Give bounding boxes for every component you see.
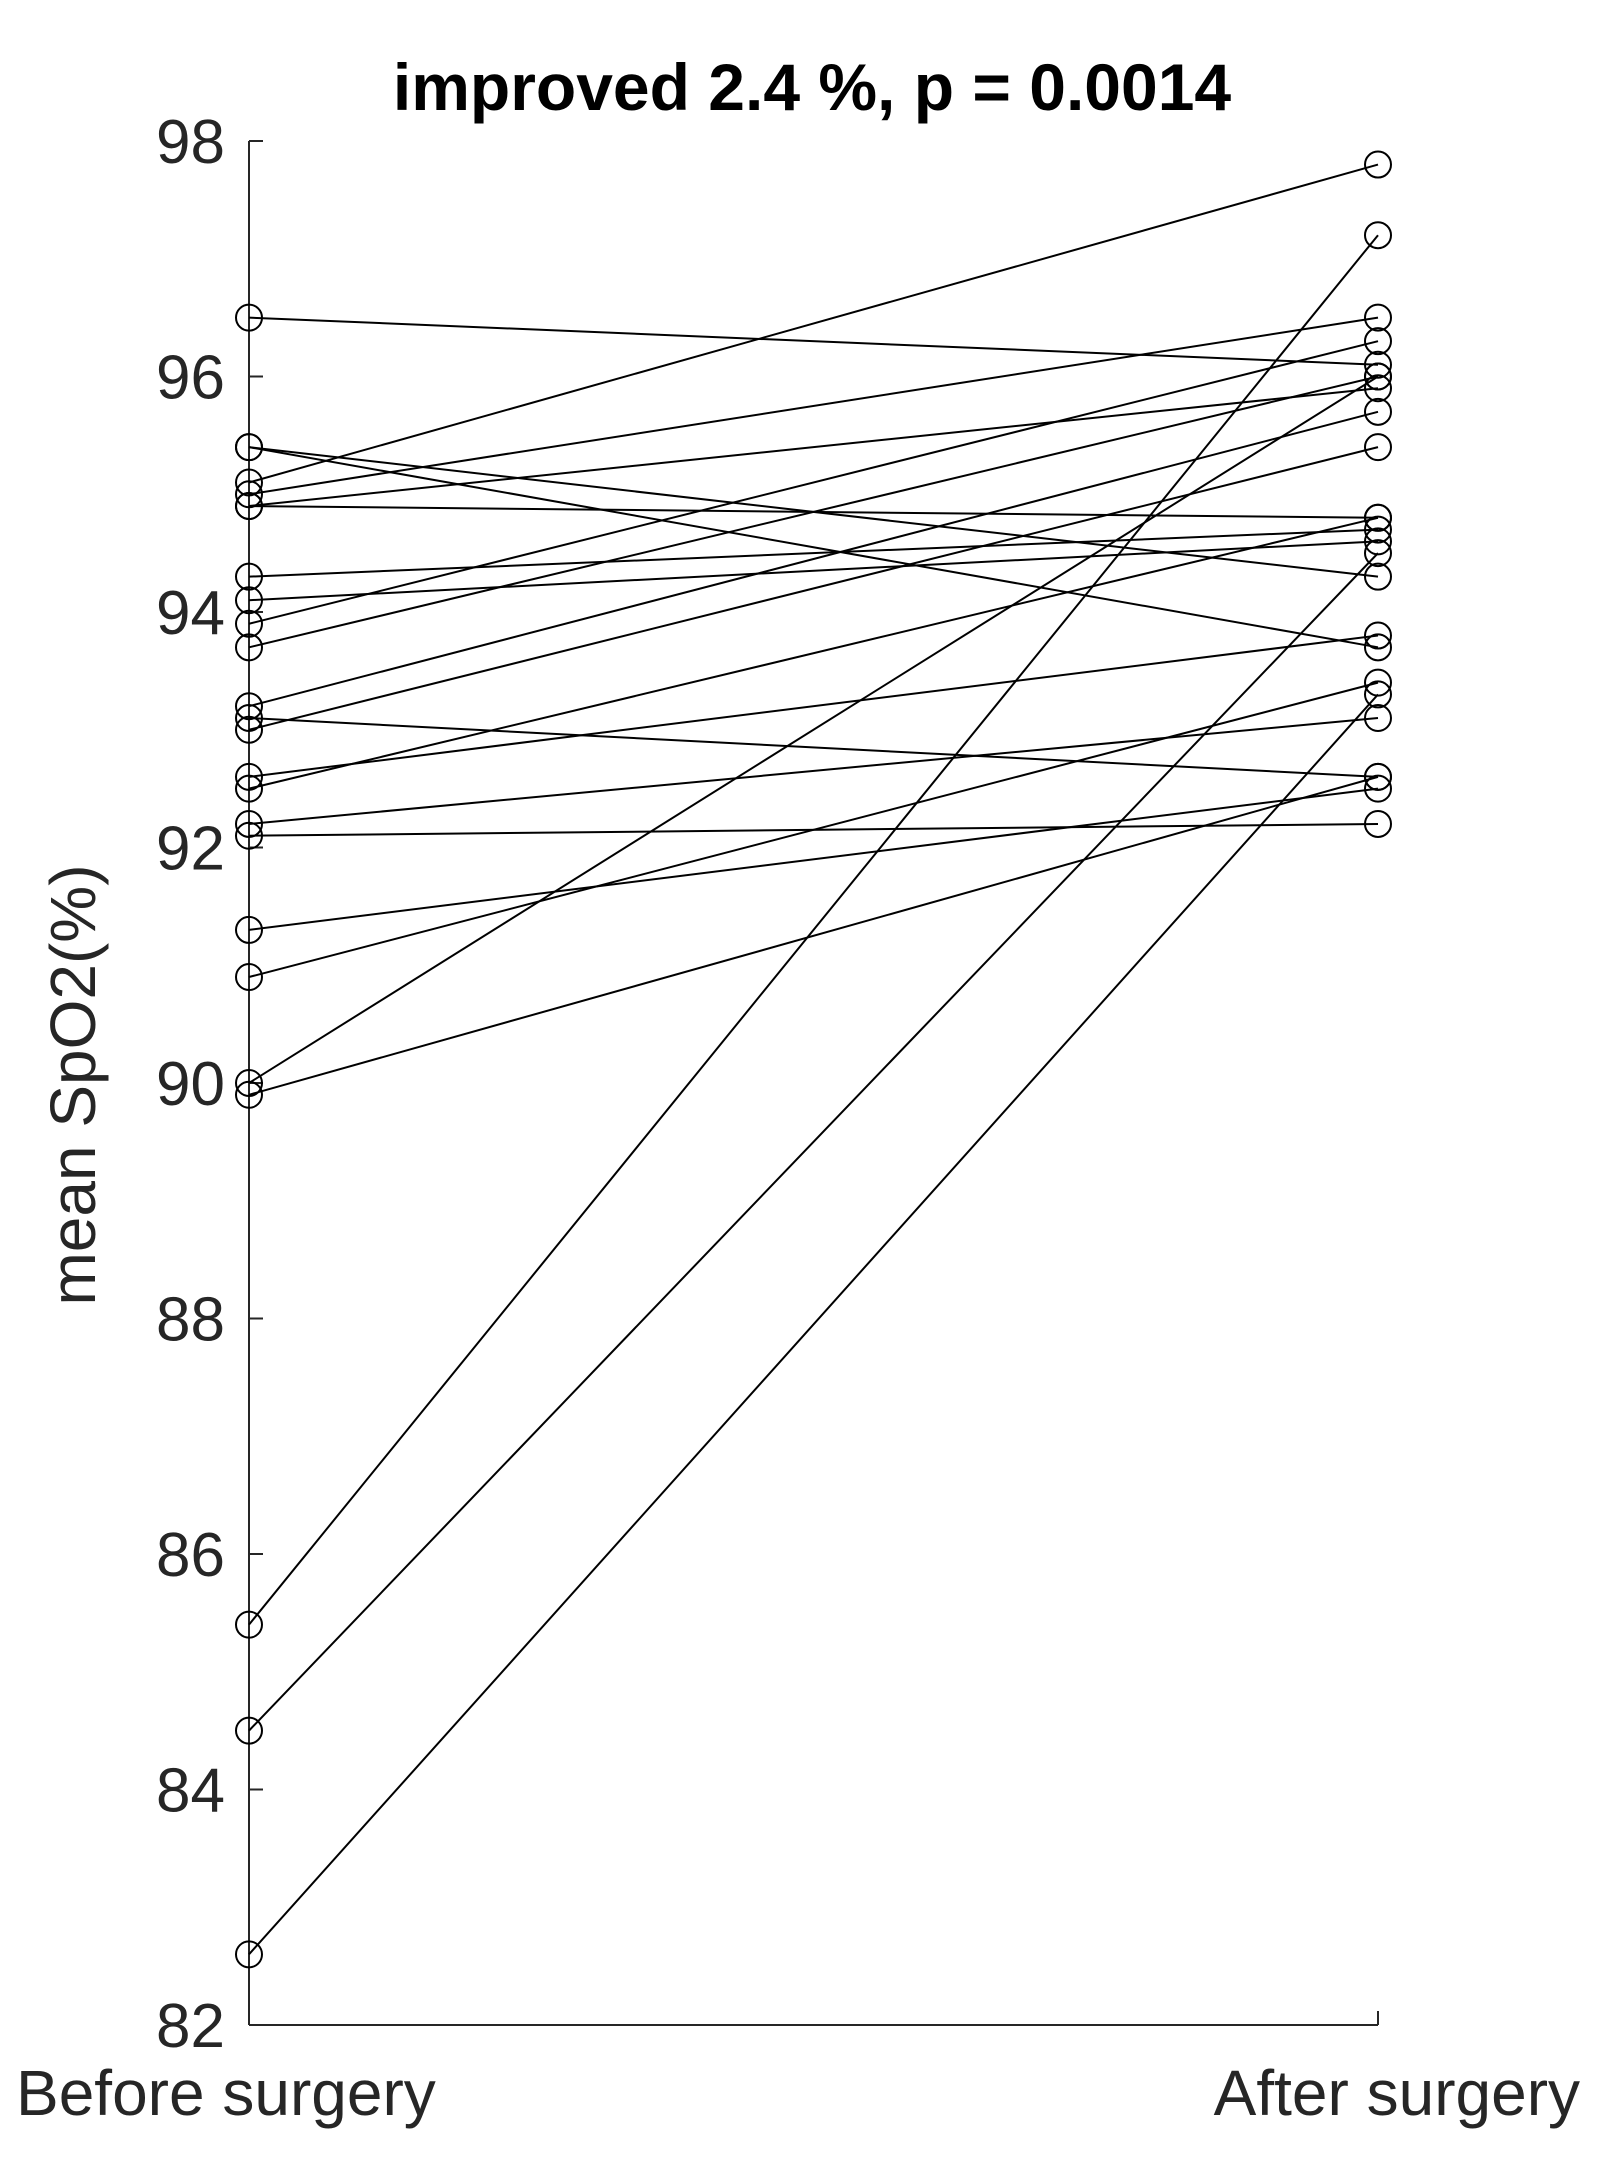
before-marker: [235, 963, 263, 992]
before-marker: [235, 915, 263, 944]
after-marker: [1364, 539, 1392, 568]
after-marker: [1364, 774, 1392, 803]
before-marker: [235, 586, 263, 615]
after-marker: [1364, 703, 1392, 732]
before-marker: [235, 1940, 263, 1969]
after-marker: [1364, 150, 1392, 179]
y-tick-label: 82: [156, 1992, 225, 2061]
x-tick-label-before: Before surgery: [16, 2057, 436, 2129]
before-marker: [235, 1080, 263, 1109]
patient-line: [248, 528, 1379, 578]
before-marker: [235, 433, 263, 462]
patient-line: [248, 446, 1379, 731]
before-marker: [235, 480, 263, 509]
y-tick-label: 86: [156, 1521, 225, 1590]
patient-line: [248, 234, 1379, 1626]
after-marker: [1364, 362, 1392, 391]
y-tick-label: 88: [156, 1286, 225, 1355]
before-marker: [235, 303, 263, 332]
before-marker: [235, 633, 263, 662]
after-marker: [1364, 809, 1392, 838]
axes: [248, 141, 1378, 2026]
x-tick-label-after: After surgery: [1214, 2057, 1580, 2129]
after-marker: [1364, 633, 1392, 662]
y-tick-label: 84: [156, 1757, 225, 1826]
y-axis-ticks: 82 84 86 88 90 92 94 96 98: [156, 108, 263, 2061]
after-marker: [1364, 303, 1392, 332]
after-marker: [1364, 503, 1392, 532]
before-marker: [235, 468, 263, 497]
after-marker: [1364, 374, 1392, 403]
before-marker: [235, 1069, 263, 1097]
after-marker: [1364, 397, 1392, 426]
before-marker: [235, 715, 263, 744]
y-tick-label: 96: [156, 344, 225, 413]
after-marker: [1364, 527, 1392, 556]
after-marker: [1364, 668, 1392, 697]
patient-line: [248, 552, 1379, 1732]
y-tick-label: 98: [156, 108, 225, 177]
y-tick-label: 94: [156, 579, 225, 648]
patient-line: [248, 375, 1379, 1084]
y-tick-label: 92: [156, 815, 225, 884]
after-marker: [1364, 433, 1392, 462]
before-marker: [235, 1716, 263, 1745]
chart-title: improved 2.4 %, p = 0.0014: [393, 50, 1232, 124]
markers: [235, 150, 1392, 1969]
patient-line: [248, 716, 1379, 825]
before-marker: [235, 1610, 263, 1639]
after-marker: [1364, 327, 1392, 356]
patient-line: [248, 446, 1379, 649]
patient-line: [248, 316, 1379, 496]
patient-line: [248, 681, 1379, 978]
before-marker: [235, 562, 263, 591]
patient-line: [248, 316, 1379, 366]
after-marker: [1364, 350, 1392, 379]
before-marker: [235, 492, 263, 521]
patient-line: [248, 693, 1379, 1956]
after-marker: [1364, 762, 1392, 791]
patient-line: [248, 540, 1379, 602]
patient-line: [248, 163, 1379, 484]
y-axis-label: mean SpO2(%): [37, 864, 109, 1305]
before-marker: [235, 762, 263, 791]
before-marker: [235, 703, 263, 732]
before-marker: [235, 609, 263, 638]
patient-line: [248, 410, 1379, 708]
before-marker: [235, 774, 263, 803]
before-marker: [235, 821, 263, 850]
after-marker: [1364, 621, 1392, 650]
x-axis-ticks: Before surgery After surgery: [16, 2011, 1580, 2129]
patient-line: [248, 775, 1379, 1096]
patient-line: [248, 634, 1379, 778]
patient-line: [248, 387, 1379, 508]
y-tick-label: 90: [156, 1050, 225, 1119]
patient-line: [248, 340, 1379, 625]
patient-line: [248, 516, 1379, 790]
before-marker: [235, 809, 263, 838]
after-marker: [1364, 562, 1392, 591]
patient-line: [248, 787, 1379, 931]
paired-lines: [248, 163, 1379, 1956]
after-marker: [1364, 221, 1392, 250]
after-marker: [1364, 680, 1392, 709]
patient-line: [248, 375, 1379, 649]
after-marker: [1364, 515, 1392, 544]
before-marker: [235, 692, 263, 721]
patient-line: [248, 716, 1379, 778]
